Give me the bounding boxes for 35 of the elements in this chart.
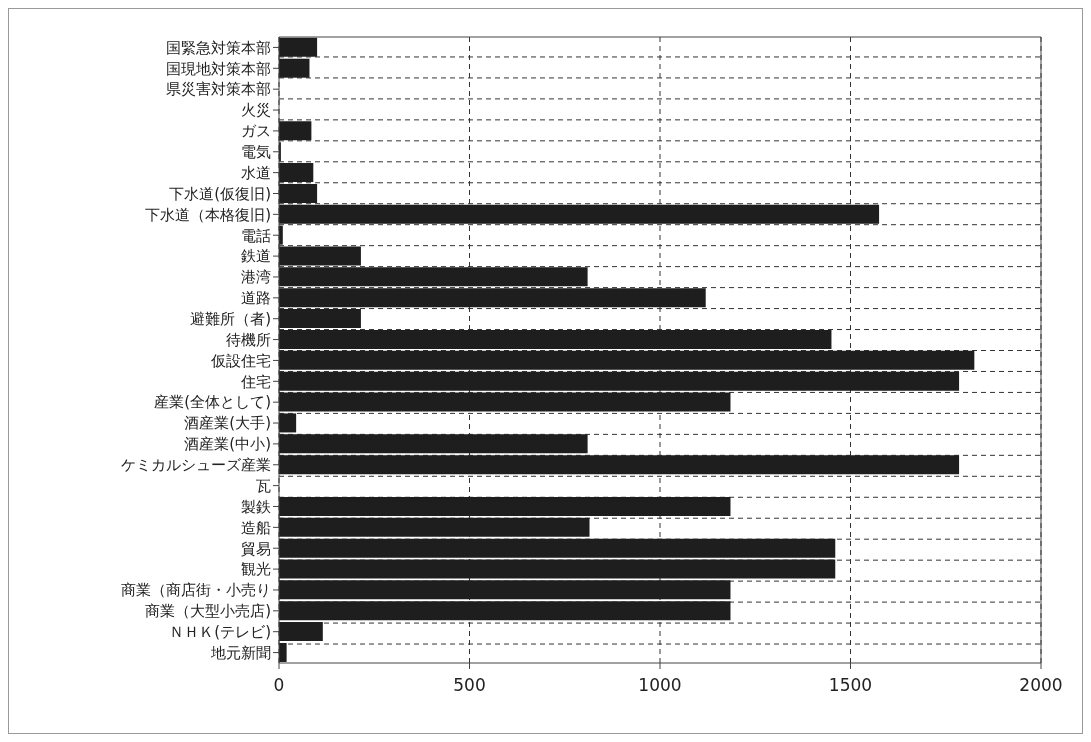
y-tick-label: 国緊急対策本部: [166, 38, 271, 57]
y-tick-label: ケミカルシューズ産業: [121, 456, 271, 475]
y-tick-label: 酒産業(中小): [184, 435, 271, 454]
x-tick-label: 500: [453, 675, 486, 696]
y-tick-label: 観光: [241, 560, 271, 579]
y-tick-label: 電気: [241, 143, 271, 162]
y-tick-label: 瓦: [256, 476, 271, 495]
y-tick-label: 県災害対策本部: [166, 80, 271, 99]
x-tick-label: 1000: [638, 675, 682, 696]
y-tick-label: 下水道（本格復旧): [145, 205, 271, 224]
y-tick-label: 下水道(仮復旧): [169, 184, 271, 203]
y-tick-label: 国現地対策本部: [166, 59, 271, 78]
x-tick-label: 2000: [1019, 675, 1063, 696]
y-tick-label: 鉄道: [241, 247, 271, 266]
y-tick-label: 製鉄: [241, 497, 271, 516]
x-tick-label: 1500: [828, 675, 873, 696]
y-tick-label: 火災: [241, 101, 271, 120]
y-tick-label: ＮＨＫ(テレビ): [169, 623, 271, 642]
y-tick-label: 仮設住宅: [210, 351, 271, 370]
x-tick-label: 0: [273, 675, 285, 696]
y-tick-label: 地元新聞: [210, 643, 271, 662]
y-tick-label: 港湾: [241, 268, 271, 287]
y-tick-label: 商業（大型小売店): [145, 602, 271, 621]
y-tick-label: 待機所: [226, 330, 271, 349]
y-tick-label: 産業(全体として): [154, 393, 271, 412]
y-tick-label: 貿易: [241, 539, 271, 558]
y-tick-label: 住宅: [240, 372, 271, 391]
y-tick-label: 商業（商店街・小売り: [121, 581, 271, 600]
y-tick-label: ガス: [241, 122, 271, 141]
y-tick-label: 水道: [241, 163, 271, 182]
y-tick-label: 電話: [241, 226, 271, 245]
y-tick-label: 道路: [241, 289, 271, 308]
y-tick-label: 避難所（者): [190, 310, 271, 329]
y-tick-label: 酒産業(大手): [184, 414, 271, 433]
y-tick-label: 造船: [241, 518, 271, 537]
